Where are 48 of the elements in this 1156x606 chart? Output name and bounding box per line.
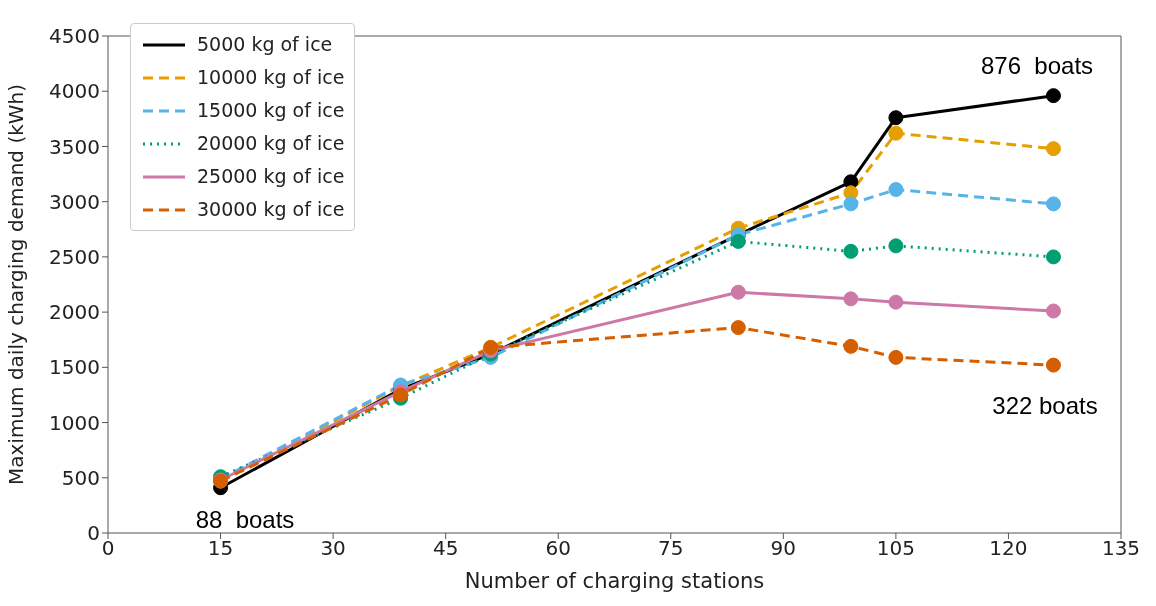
y-tick-label: 1000 [49, 410, 100, 435]
point [1045, 249, 1061, 265]
point [843, 338, 859, 354]
point [888, 110, 904, 126]
point [888, 182, 904, 198]
annotation: 876 boats [980, 52, 1094, 79]
point [1045, 88, 1061, 104]
point [730, 233, 746, 249]
x-tick-label: 15 [207, 536, 234, 561]
y-tick-label: 2000 [49, 300, 100, 325]
legend-label: 30000 kg of ice [197, 197, 345, 222]
x-tick-label: 75 [658, 536, 684, 561]
point [1045, 141, 1061, 157]
point [843, 196, 859, 212]
annotation: 88 boats [195, 506, 295, 533]
point [1045, 303, 1061, 319]
y-axis-title: Maximum daily charging demand (kWh) [4, 83, 29, 486]
point [888, 349, 904, 365]
legend-label: 20000 kg of ice [197, 131, 345, 156]
y-tick-label: 4000 [49, 79, 100, 104]
point [888, 238, 904, 254]
point [1045, 357, 1061, 373]
point [730, 320, 746, 336]
y-tick-label: 500 [61, 465, 100, 490]
legend-label: 25000 kg of ice [197, 164, 345, 189]
x-tick-label: 60 [545, 536, 571, 561]
x-tick-label: 45 [432, 536, 459, 561]
legend-label: 15000 kg of ice [197, 98, 345, 123]
y-tick-label: 3000 [49, 189, 100, 214]
point [843, 243, 859, 259]
x-tick-label: 105 [876, 536, 915, 561]
y-tick-label: 4500 [49, 24, 100, 49]
x-tick-label: 30 [320, 536, 346, 561]
annotation: 322 boats [992, 392, 1098, 419]
point [730, 284, 746, 300]
point [888, 125, 904, 141]
y-tick-label: 2500 [49, 244, 100, 269]
x-tick-label: 90 [770, 536, 797, 561]
legend-label: 5000 kg of ice [197, 32, 333, 57]
point [1045, 196, 1061, 212]
x-tick-label: 135 [1101, 536, 1141, 561]
x-axis-title: Number of charging stations [464, 569, 765, 593]
point [843, 291, 859, 307]
legend-label: 10000 kg of ice [197, 65, 345, 90]
x-tick-label: 120 [989, 536, 1028, 561]
y-tick-label: 1500 [49, 355, 100, 380]
y-tick-label: 3500 [49, 134, 100, 159]
point [888, 294, 904, 310]
